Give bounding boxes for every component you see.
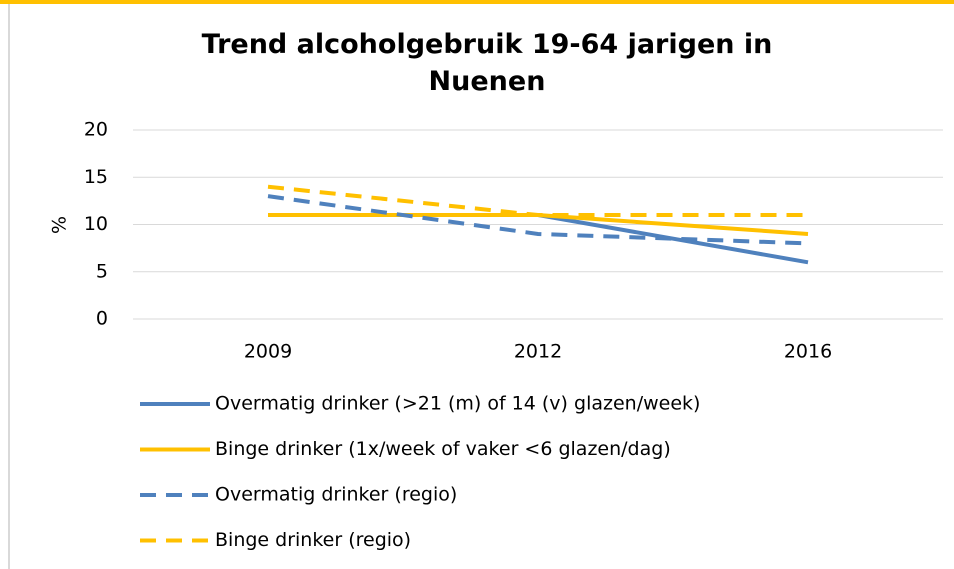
chart-title: Trend alcoholgebruik 19-64 jarigen in Nu… [201, 29, 773, 97]
y-tick-label: 10 [84, 213, 108, 235]
series-line [267, 194, 809, 246]
legend-label: Overmatig drinker (>21 (m) of 14 (v) gla… [215, 393, 700, 415]
y-tick-label: 20 [84, 119, 108, 141]
legend-label: Overmatig drinker (regio) [215, 484, 457, 506]
y-tick-label: 15 [84, 166, 108, 188]
legend-label: Binge drinker (regio) [215, 529, 411, 551]
series-line [267, 184, 808, 218]
left-border [8, 4, 10, 569]
x-tick-label: 2012 [514, 341, 562, 363]
top-border [0, 0, 954, 4]
series-line [268, 213, 809, 265]
legend-label: Binge drinker (1x/week of vaker <6 glaze… [215, 438, 671, 460]
y-tick-label: 0 [96, 308, 108, 330]
y-tick-label: 5 [96, 260, 108, 282]
x-tick-label: 2016 [784, 341, 832, 363]
x-tick-label: 2009 [244, 341, 292, 363]
y-axis-label: % [49, 216, 71, 234]
